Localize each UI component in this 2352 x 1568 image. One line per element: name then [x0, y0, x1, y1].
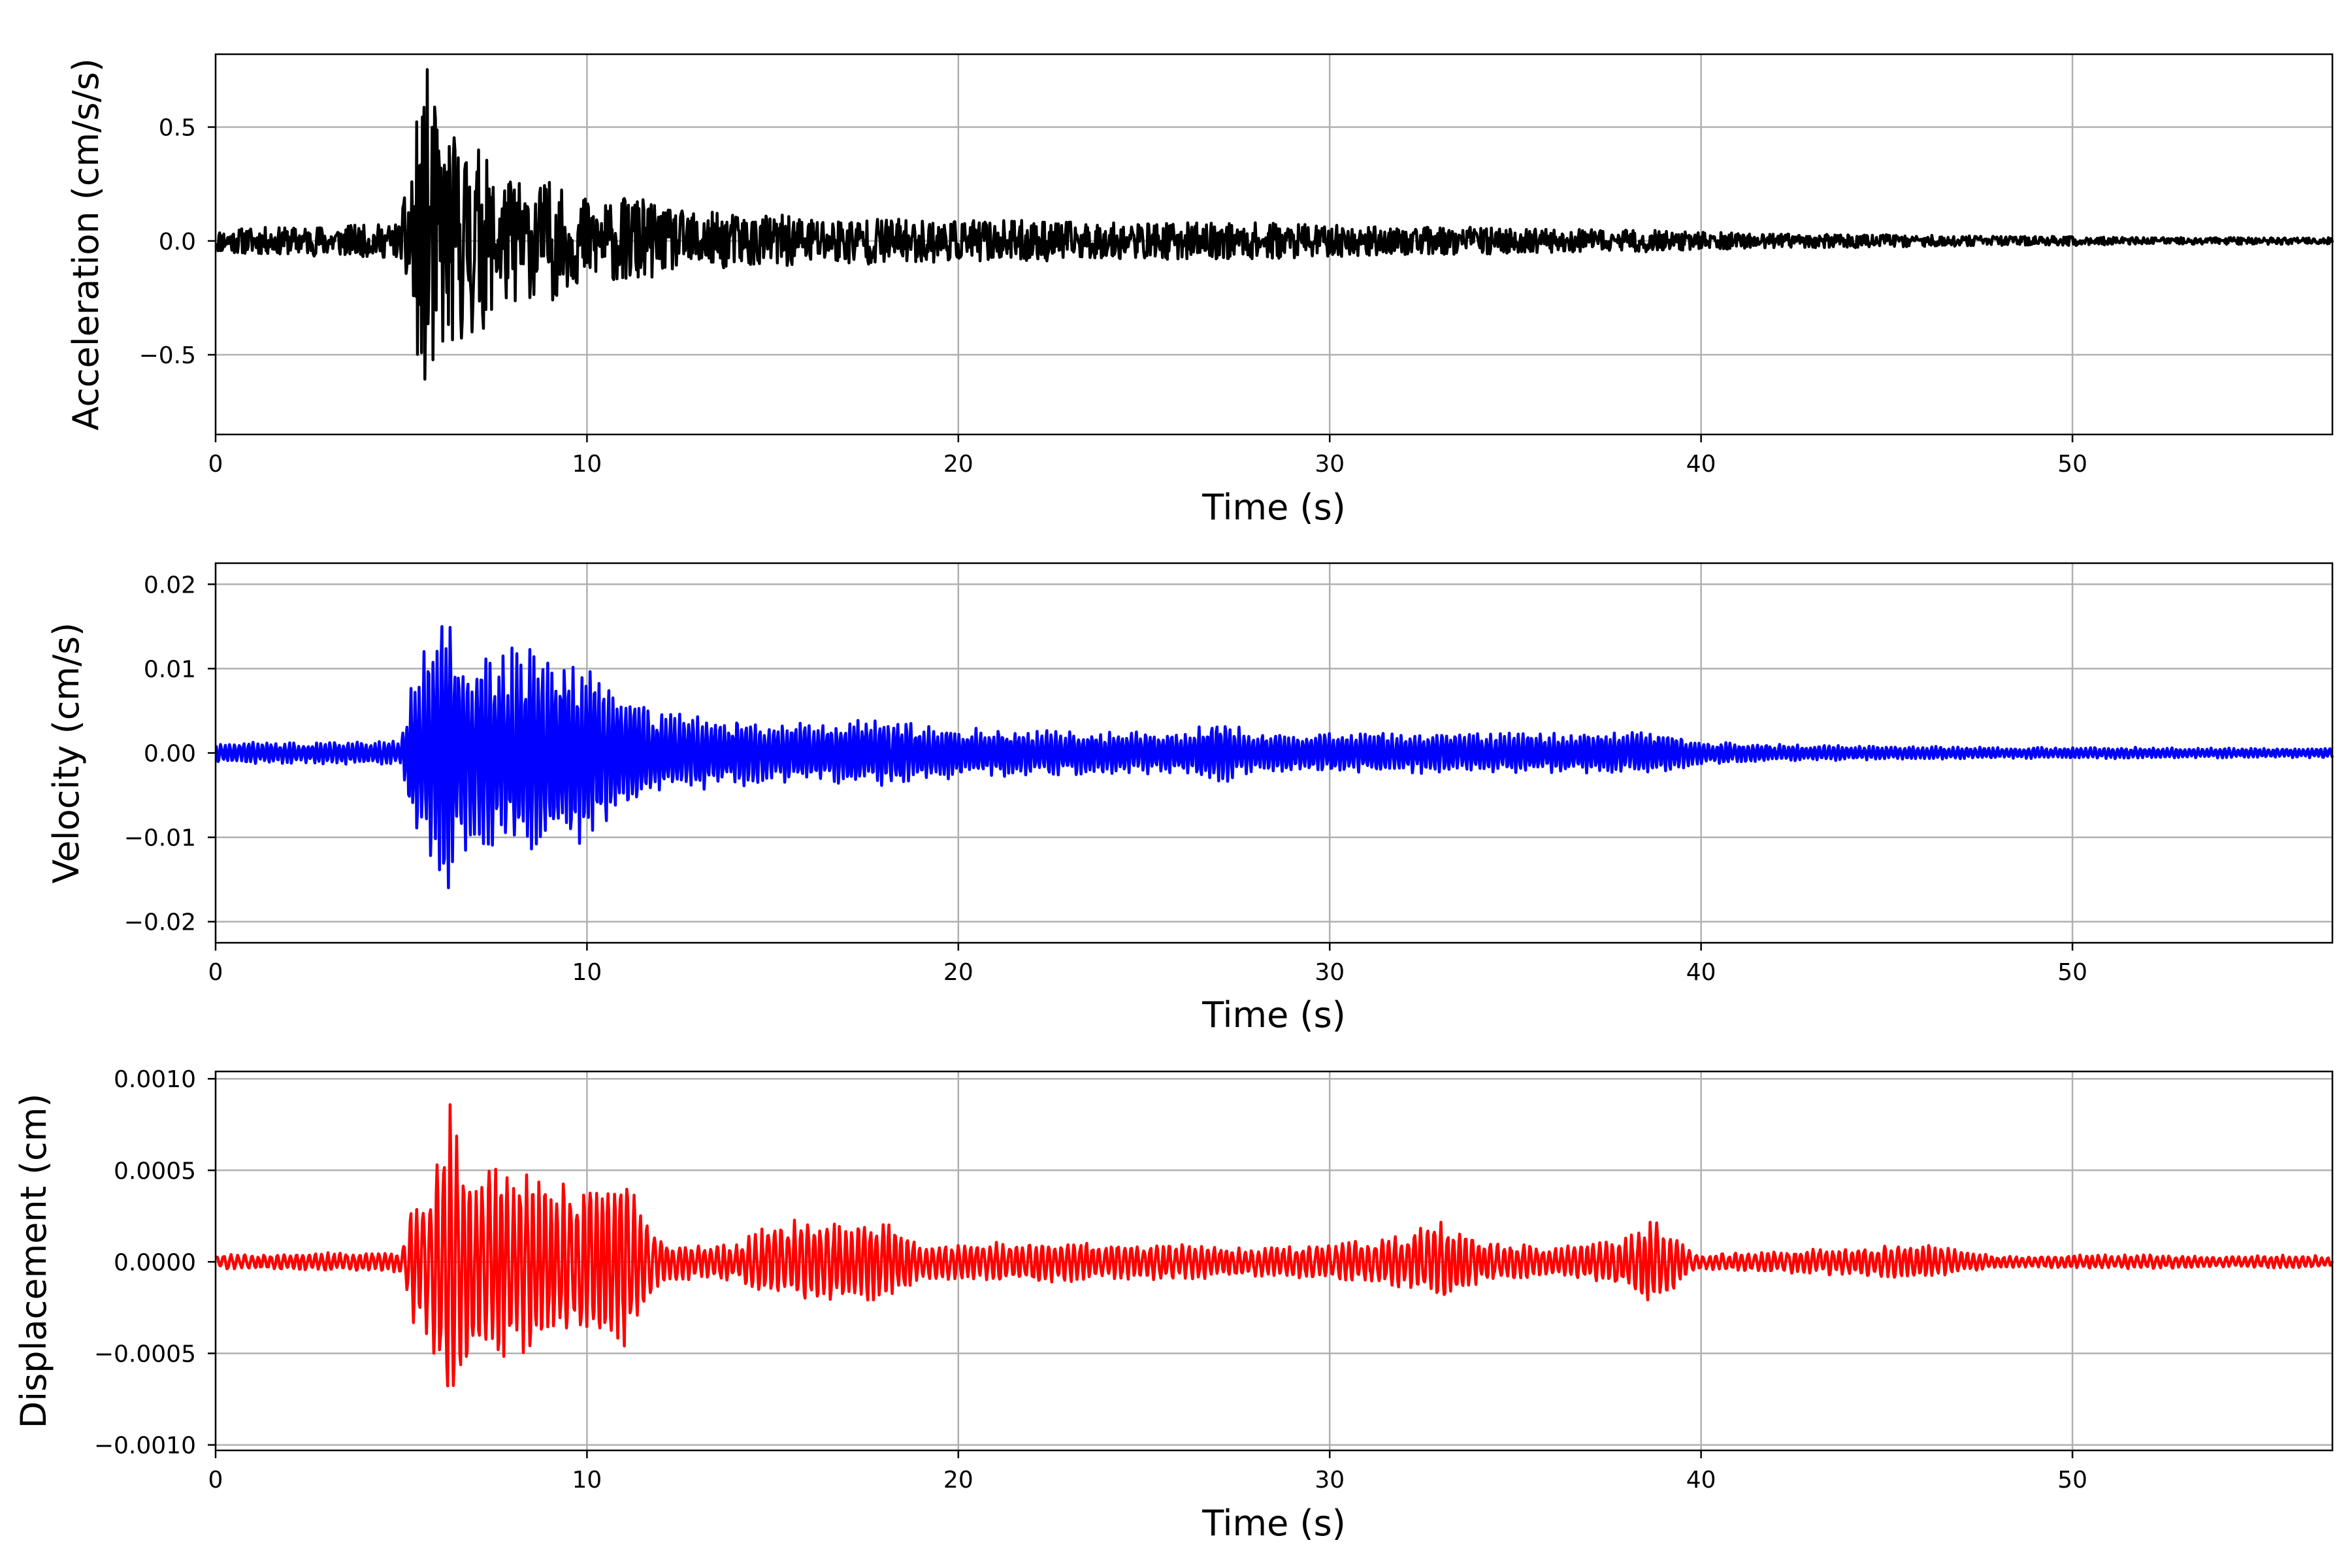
displacement-x-tick-label: 50 — [2057, 1467, 2087, 1494]
displacement-y-tick-label: −0.0005 — [94, 1341, 196, 1367]
displacement-x-tick-label: 40 — [1686, 1467, 1716, 1494]
displacement-plot-frame — [214, 1070, 2334, 1452]
acceleration-plot-frame — [214, 53, 2334, 436]
displacement-y-tick-label: 0.0005 — [114, 1158, 196, 1184]
displacement-trace-group — [214, 1103, 2334, 1388]
acceleration-x-tick-label: 50 — [2057, 451, 2087, 478]
acceleration-panel: 0 10 20 30 40 50 −0.5 0.0 0.5 Time (s) Accelera… — [65, 53, 2334, 528]
acceleration-y-ticks: −0.5 0.0 0.5 — [139, 115, 216, 369]
acceleration-x-axis-label: Time (s) — [1201, 487, 1346, 528]
displacement-x-axis-label: Time (s) — [1201, 1503, 1346, 1544]
velocity-trace — [214, 625, 2334, 890]
acceleration-x-tick-label: 10 — [572, 451, 602, 478]
velocity-panel: 0 10 20 30 40 50 −0.02 −0.01 0.00 0.01 0.02 Time … — [46, 562, 2334, 1036]
velocity-y-ticks: −0.02 −0.01 0.00 0.01 0.02 — [124, 572, 216, 936]
displacement-y-axis-label: Displacement (cm) — [13, 1094, 54, 1429]
velocity-x-tick-label: 0 — [208, 959, 223, 986]
velocity-y-tick-label: 0.02 — [144, 572, 196, 598]
displacement-x-tick-label: 10 — [572, 1467, 602, 1494]
velocity-trace-group — [214, 625, 2334, 890]
displacement-x-tick-label: 30 — [1315, 1467, 1345, 1494]
velocity-x-tick-label: 40 — [1686, 959, 1716, 986]
acceleration-y-axis-label: Acceleration (cm/s/s) — [65, 58, 106, 431]
velocity-x-tick-label: 10 — [572, 959, 602, 986]
displacement-y-tick-label: −0.0010 — [94, 1433, 196, 1460]
velocity-x-tick-label: 50 — [2057, 959, 2087, 986]
acceleration-trace-group — [214, 68, 2334, 381]
velocity-x-ticks: 0 10 20 30 40 50 — [208, 943, 2087, 986]
acceleration-x-ticks: 0 10 20 30 40 50 — [208, 434, 2087, 478]
acceleration-trace — [214, 68, 2334, 381]
acceleration-y-tick-label: 0.5 — [159, 115, 196, 142]
velocity-y-tick-label: 0.00 — [144, 741, 196, 768]
velocity-y-axis-label: Velocity (cm/s) — [46, 623, 87, 884]
displacement-y-tick-label: 0.0010 — [114, 1066, 196, 1093]
acceleration-y-tick-label: −0.5 — [139, 342, 196, 369]
displacement-x-tick-label: 20 — [943, 1467, 973, 1494]
acceleration-x-tick-label: 20 — [943, 451, 973, 478]
acceleration-x-tick-label: 0 — [208, 451, 223, 478]
displacement-y-tick-label: 0.0000 — [114, 1249, 196, 1276]
velocity-x-axis-label: Time (s) — [1201, 994, 1346, 1036]
acceleration-x-tick-label: 40 — [1686, 451, 1716, 478]
velocity-y-tick-label: 0.01 — [144, 656, 196, 683]
displacement-x-ticks: 0 10 20 30 40 50 — [208, 1450, 2087, 1494]
displacement-y-ticks: −0.0010 −0.0005 0.0000 0.0005 0.0010 — [94, 1066, 216, 1460]
velocity-y-tick-label: −0.02 — [124, 909, 196, 936]
acceleration-y-tick-label: 0.0 — [159, 229, 196, 255]
displacement-x-tick-label: 0 — [208, 1467, 223, 1494]
velocity-y-tick-label: −0.01 — [124, 825, 196, 852]
displacement-panel: 0 10 20 30 40 50 −0.0010 −0.0005 0.0000 0.0005 0.… — [13, 1066, 2334, 1544]
displacement-trace — [214, 1103, 2334, 1388]
velocity-x-tick-label: 30 — [1315, 959, 1345, 986]
velocity-x-tick-label: 20 — [943, 959, 973, 986]
acceleration-x-tick-label: 30 — [1315, 451, 1345, 478]
